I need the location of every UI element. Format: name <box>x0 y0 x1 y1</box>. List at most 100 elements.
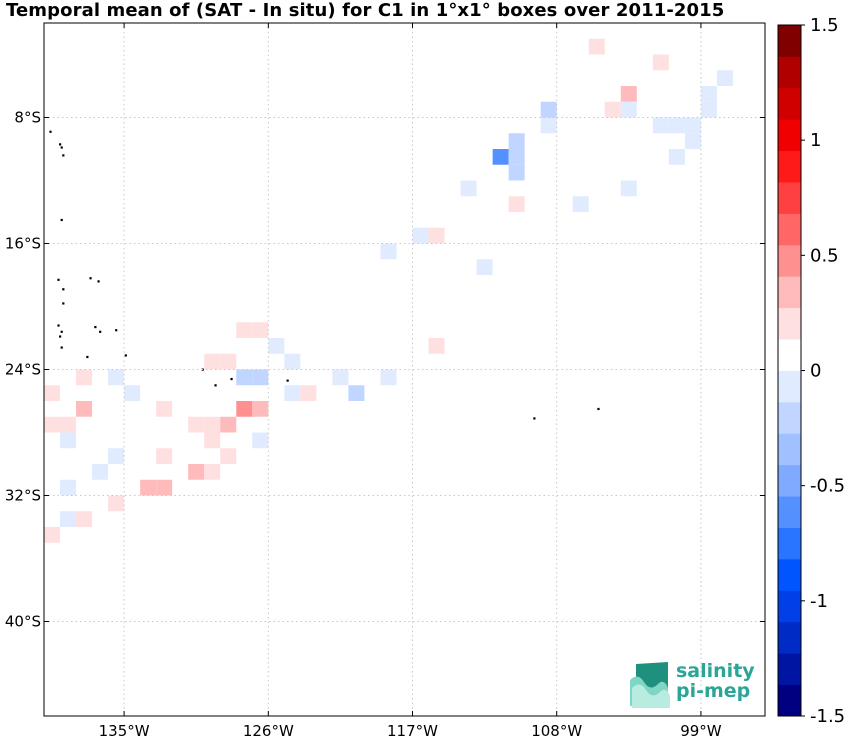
data-cell <box>188 464 205 480</box>
island-marker <box>59 143 62 146</box>
data-cell <box>428 227 445 244</box>
data-cell <box>236 369 253 386</box>
salinity-pi-mep-logo: salinity pi-mep <box>628 658 758 710</box>
data-cell <box>332 369 349 386</box>
logo-text-pi-mep: pi-mep <box>676 680 751 702</box>
data-cell <box>508 149 525 165</box>
data-cell <box>508 164 525 181</box>
island-marker <box>60 146 63 149</box>
colorbar-segment <box>778 25 801 57</box>
data-cell <box>300 385 317 401</box>
data-cell <box>460 180 477 197</box>
island-marker <box>115 329 118 332</box>
data-cell <box>124 385 141 401</box>
island-marker <box>60 218 63 222</box>
x-tick-label: 108°W <box>531 722 582 740</box>
data-cell <box>620 86 637 102</box>
colorbar-segment <box>778 339 801 371</box>
data-cell <box>156 448 173 464</box>
data-cell <box>428 338 445 354</box>
data-cell <box>508 133 525 149</box>
island-marker <box>59 335 62 338</box>
colorbar-segment <box>778 244 801 277</box>
data-cell <box>108 448 125 464</box>
colorbar-tick-label: -0.5 <box>810 476 845 497</box>
island-marker <box>99 330 102 333</box>
island-marker <box>62 302 65 305</box>
data-cell <box>76 401 93 417</box>
y-tick-label: 40°S <box>5 613 41 631</box>
x-tick-label: 135°W <box>99 722 150 740</box>
colorbar-segment <box>778 276 801 309</box>
data-cell <box>268 338 285 354</box>
island-marker <box>57 324 60 327</box>
y-tick-label: 24°S <box>5 361 41 379</box>
data-cell <box>380 243 397 260</box>
data-cell <box>540 101 557 118</box>
data-cell <box>204 464 221 480</box>
data-cell <box>668 117 685 134</box>
data-cell <box>204 432 221 449</box>
data-cell <box>252 322 269 338</box>
island-marker <box>49 130 52 133</box>
colorbar-tick-label: 0 <box>810 361 821 382</box>
data-cell <box>252 401 269 417</box>
data-cell <box>652 54 669 71</box>
colorbar-segment <box>778 684 801 717</box>
data-cell <box>604 101 621 118</box>
y-tick-label: 8°S <box>14 109 41 127</box>
data-cell <box>44 527 61 543</box>
data-cell <box>44 416 61 433</box>
colorbar-tick-label: -1 <box>810 591 828 612</box>
data-cell <box>156 401 173 417</box>
data-cell <box>620 101 637 118</box>
island-marker <box>214 384 217 387</box>
colorbar-tick-label: -1.5 <box>810 706 845 727</box>
colorbar-segment <box>778 621 801 654</box>
data-cell <box>204 353 221 370</box>
colorbar-segment <box>778 56 801 89</box>
data-cell <box>236 401 253 417</box>
chart-title: Temporal mean of (SAT - In situ) for C1 … <box>6 0 725 21</box>
data-cell <box>700 101 717 118</box>
data-cell <box>108 495 125 512</box>
colorbar-segment <box>778 87 801 120</box>
data-cell <box>60 416 77 433</box>
y-tick-label: 16°S <box>5 235 41 253</box>
data-cell <box>684 133 701 149</box>
wave-logo-icon <box>630 662 670 708</box>
colorbar-segment <box>778 370 801 403</box>
data-cell <box>492 149 509 165</box>
data-cell <box>412 227 429 244</box>
island-marker <box>89 277 92 280</box>
x-tick-label: 117°W <box>387 722 438 740</box>
data-cell <box>476 259 493 275</box>
data-cell <box>76 511 93 527</box>
colorbar-segment <box>778 558 801 591</box>
data-cell <box>252 432 269 449</box>
colorbar-segment <box>778 464 801 497</box>
x-axis-ticks: 135°W 126°W 117°W 108°W 99°W <box>99 23 722 740</box>
data-cell <box>156 479 173 496</box>
y-tick-label: 32°S <box>5 487 41 505</box>
colorbar: 1.5 1 0.5 0 -0.5 -1 -1.5 <box>777 15 845 727</box>
x-tick-label: 99°W <box>680 722 722 740</box>
data-cell <box>60 432 77 449</box>
data-cell <box>588 38 605 55</box>
data-cell <box>92 464 109 480</box>
colorbar-tick-label: 0.5 <box>810 245 839 266</box>
data-cell <box>60 511 77 527</box>
data-cell <box>220 416 237 433</box>
colorbar-segment <box>778 150 801 183</box>
data-cell <box>252 369 269 386</box>
x-tick-label: 126°W <box>243 722 294 740</box>
data-cell <box>188 416 205 433</box>
data-cell <box>652 117 669 134</box>
island-marker <box>62 154 65 157</box>
data-cell <box>572 196 589 212</box>
data-cell <box>140 479 157 496</box>
data-cell <box>620 180 637 197</box>
data-cell <box>684 117 701 134</box>
colorbar-segment <box>778 213 801 246</box>
